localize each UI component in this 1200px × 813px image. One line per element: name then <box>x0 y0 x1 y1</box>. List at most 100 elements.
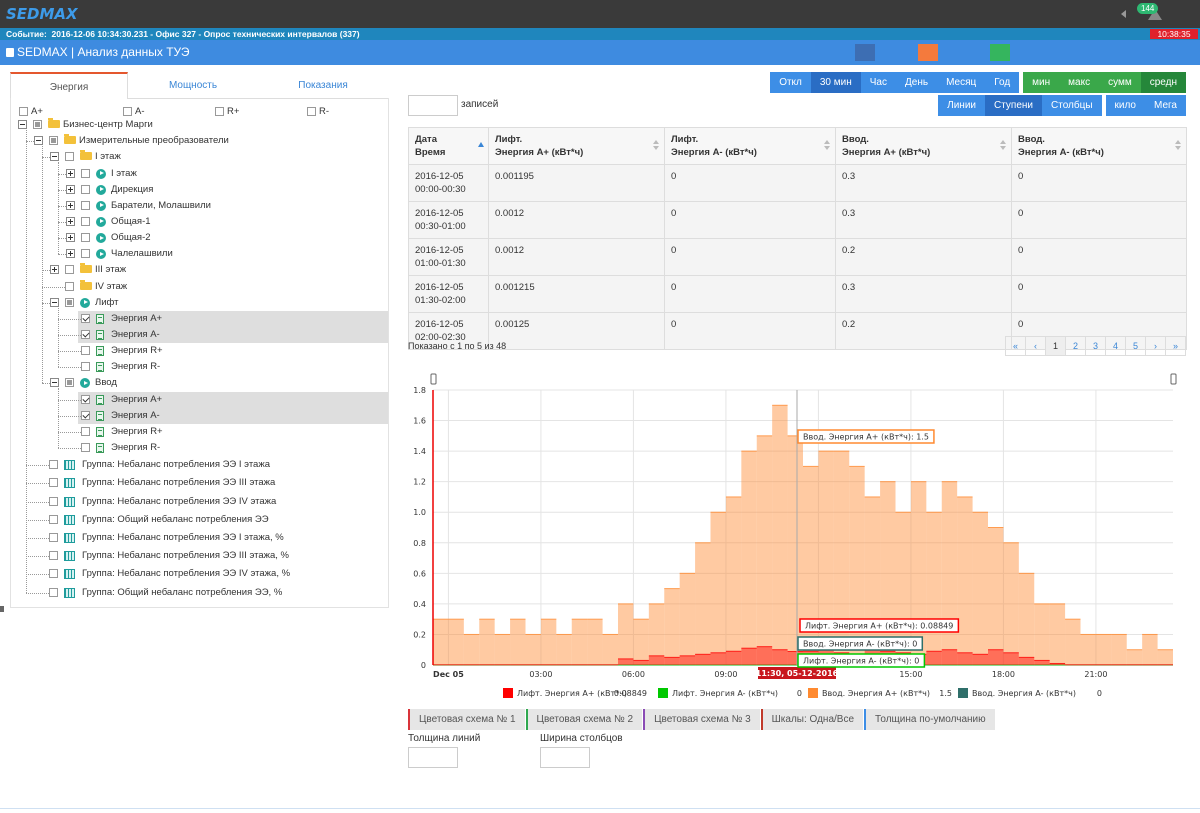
column-header[interactable]: Лифт. Энергия A- (кВт*ч) <box>664 127 836 165</box>
toggle-button[interactable]: Линии <box>938 95 985 116</box>
filter-checkbox[interactable] <box>307 107 316 116</box>
expander[interactable] <box>50 297 59 307</box>
page-button[interactable]: » <box>1165 336 1186 356</box>
page-button[interactable]: 2 <box>1065 336 1086 356</box>
legend-swatch[interactable] <box>958 688 968 698</box>
tree-label[interactable]: Чалелашвили <box>111 248 173 260</box>
tree-label[interactable]: Группа: Небаланс потребления ЭЭ I этажа <box>82 459 270 471</box>
tree-checkbox[interactable] <box>33 120 42 130</box>
tree-checkbox[interactable] <box>81 200 90 210</box>
tree-label[interactable]: Энергия A+ <box>111 312 163 324</box>
tree-label[interactable]: Энергия R- <box>111 361 161 373</box>
legend-swatch[interactable] <box>808 688 818 698</box>
expander[interactable] <box>66 216 75 226</box>
tree-label[interactable]: Энергия A- <box>111 409 160 421</box>
tree-label[interactable]: I этаж <box>95 151 121 163</box>
toggle-button[interactable]: средн <box>1140 72 1186 93</box>
zoom-handle[interactable] <box>430 373 437 385</box>
tree-label[interactable]: Лифт <box>95 296 119 308</box>
page-button[interactable]: 4 <box>1105 336 1126 356</box>
spin-input[interactable] <box>540 747 590 768</box>
date-range[interactable] <box>1035 44 1046 61</box>
tree-checkbox[interactable] <box>81 168 90 178</box>
tree-label[interactable]: Группа: Небаланс потребления ЭЭ III этаж… <box>82 477 276 489</box>
expander[interactable] <box>66 184 75 194</box>
expander[interactable] <box>50 265 59 275</box>
tree-checkbox[interactable] <box>81 330 90 340</box>
tree-checkbox[interactable] <box>81 426 90 436</box>
expander[interactable] <box>66 249 75 259</box>
legend-swatch[interactable] <box>503 688 513 698</box>
nav-arrow[interactable] <box>1121 10 1126 18</box>
column-header[interactable]: Дата Время <box>408 127 489 165</box>
toggle-button[interactable]: Столбцы <box>1042 95 1102 116</box>
tree-checkbox[interactable] <box>81 249 90 259</box>
spin-input[interactable] <box>408 747 458 768</box>
filter-checkbox[interactable] <box>215 107 224 116</box>
tree-checkbox[interactable] <box>81 184 90 194</box>
tree-label[interactable]: Энергия R+ <box>111 345 163 357</box>
tree-checkbox[interactable] <box>49 569 58 579</box>
tree-label[interactable]: Общая-2 <box>111 232 151 244</box>
page-button[interactable]: › <box>1145 336 1166 356</box>
toggle-button[interactable]: День <box>896 72 938 93</box>
tab[interactable]: Мощность <box>168 80 218 91</box>
column-header[interactable]: Ввод. Энергия A- (кВт*ч) <box>1011 127 1187 165</box>
tree-label[interactable]: Баратели, Молашвили <box>111 199 211 211</box>
tree-checkbox[interactable] <box>65 378 74 388</box>
tree-checkbox[interactable] <box>49 551 58 561</box>
tree-checkbox[interactable] <box>65 152 74 162</box>
toggle-button[interactable]: Ступени <box>985 95 1042 116</box>
page-button[interactable]: 1 <box>1045 336 1066 356</box>
tree-label[interactable]: Общая-1 <box>111 215 151 227</box>
tree-checkbox[interactable] <box>49 533 58 543</box>
filter-checkbox[interactable] <box>19 107 28 116</box>
tree-label[interactable]: Группа: Небаланс потребления ЭЭ IV этажа… <box>82 568 291 580</box>
tree-checkbox[interactable] <box>49 587 58 597</box>
tree-checkbox[interactable] <box>65 281 74 291</box>
tree-checkbox[interactable] <box>81 443 90 453</box>
tree-checkbox[interactable] <box>81 362 90 372</box>
tree-label[interactable]: Ввод <box>95 377 117 389</box>
tree-label[interactable]: Энергия A- <box>111 329 160 341</box>
toggle-button[interactable]: 30 мин <box>810 72 861 93</box>
expander[interactable] <box>34 136 43 146</box>
tree-checkbox[interactable] <box>49 136 58 146</box>
expander[interactable] <box>50 378 59 388</box>
tree-checkbox[interactable] <box>81 346 90 356</box>
toggle-button[interactable]: Месяц <box>937 72 986 93</box>
control-button[interactable]: Шкалы: Одна/Все <box>760 709 864 730</box>
tree-label[interactable]: III этаж <box>95 264 127 276</box>
page-button[interactable]: 3 <box>1085 336 1106 356</box>
tree-checkbox[interactable] <box>81 394 90 404</box>
control-button[interactable]: Цветовая схема № 2 <box>525 709 643 730</box>
toggle-button[interactable]: Час <box>860 72 896 93</box>
toggle-button[interactable]: мин <box>1023 72 1060 93</box>
tree-label[interactable]: Энергия A+ <box>111 393 163 405</box>
page-size[interactable] <box>408 95 458 116</box>
legend-swatch[interactable] <box>658 688 668 698</box>
expander[interactable] <box>18 120 27 130</box>
page-button[interactable]: ‹ <box>1025 336 1046 356</box>
page-button[interactable]: « <box>1005 336 1026 356</box>
tree-label[interactable]: Измерительные преобразователи <box>79 135 229 147</box>
tree-checkbox[interactable] <box>81 410 90 420</box>
tree-checkbox[interactable] <box>49 496 58 506</box>
tree-checkbox[interactable] <box>49 514 58 524</box>
control-button[interactable]: Толщина по-умолчанию <box>864 709 995 730</box>
header-button[interactable] <box>855 44 875 61</box>
tree-label[interactable]: Группа: Общий небаланс потребления ЭЭ <box>82 513 269 525</box>
column-header[interactable]: Лифт. Энергия A+ (кВт*ч) <box>488 127 665 165</box>
expander[interactable] <box>66 200 75 210</box>
tree-label[interactable]: IV этаж <box>95 280 128 292</box>
expander[interactable] <box>50 152 59 162</box>
toggle-button[interactable]: Год <box>985 72 1020 93</box>
tree-label[interactable]: Группа: Общий небаланс потребления ЭЭ, % <box>82 586 283 598</box>
toggle-button[interactable]: Мега <box>1145 95 1186 116</box>
tab[interactable]: Показания <box>298 80 348 91</box>
user-icon[interactable] <box>1148 9 1162 20</box>
tree-label[interactable]: Энергия R- <box>111 442 161 454</box>
header-button[interactable] <box>918 44 938 61</box>
tree-label[interactable]: Группа: Небаланс потребления ЭЭ IV этажа <box>82 495 277 507</box>
tree-label[interactable]: I этаж <box>111 167 137 179</box>
